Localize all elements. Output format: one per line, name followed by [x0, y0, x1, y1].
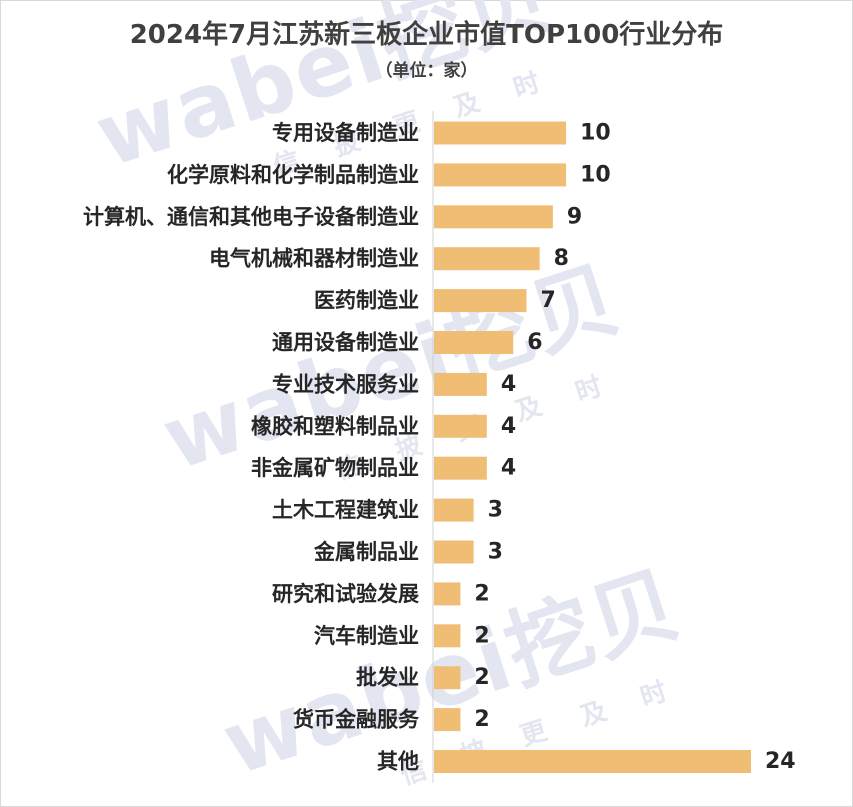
bar: [434, 666, 461, 690]
data-label: 10: [580, 121, 611, 146]
data-label: 3: [488, 498, 503, 523]
category-label: 土木工程建筑业: [272, 498, 419, 522]
category-label: 通用设备制造业: [272, 331, 419, 355]
bar: [434, 540, 474, 564]
data-label: 2: [474, 581, 489, 606]
data-label: 10: [580, 162, 611, 187]
category-label: 专业技术服务业: [272, 372, 419, 396]
bar: [434, 163, 567, 187]
data-label: 4: [501, 456, 516, 481]
bar: [434, 372, 487, 396]
data-label: 2: [474, 623, 489, 648]
data-label: 24: [765, 749, 796, 774]
category-label: 橡胶和塑料制品业: [251, 414, 419, 438]
category-label: 金属制品业: [313, 540, 419, 564]
category-label: 批发业: [356, 666, 419, 690]
bar: [434, 289, 527, 313]
data-label: 6: [527, 330, 542, 355]
bar: [434, 624, 461, 648]
bar: [434, 205, 553, 229]
category-label: 化学原料和化学制品制造业: [167, 163, 419, 187]
bar: [434, 414, 487, 438]
bar: [434, 456, 487, 480]
category-label: 研究和试验发展: [272, 582, 419, 606]
category-label: 医药制造业: [314, 289, 419, 313]
data-label: 8: [554, 246, 569, 271]
category-label: 计算机、通信和其他电子设备制造业: [83, 205, 419, 229]
category-label: 其他: [377, 750, 419, 774]
category-label: 货币金融服务: [293, 708, 420, 732]
bar: [434, 247, 540, 271]
category-label: 电气机械和器材制造业: [209, 247, 419, 271]
data-label: 2: [474, 707, 489, 732]
data-label: 3: [488, 540, 503, 565]
chart-title: 2024年7月江苏新三板企业市值TOP100行业分布: [129, 20, 724, 50]
data-label: 9: [567, 204, 582, 229]
bar: [434, 331, 514, 354]
category-label: 汽车制造业: [314, 624, 419, 648]
category-label: 非金属矿物制品业: [251, 456, 419, 480]
bar: [434, 750, 751, 773]
data-label: 2: [474, 665, 489, 690]
data-label: 4: [501, 372, 516, 397]
category-label: 专用设备制造业: [272, 121, 419, 145]
chart-subtitle: （单位：家）: [375, 61, 478, 81]
data-label: 4: [501, 414, 516, 439]
bar: [434, 582, 461, 606]
bar: [434, 121, 567, 145]
bar: [434, 498, 474, 522]
bar: [434, 708, 461, 732]
data-label: 7: [540, 288, 555, 313]
